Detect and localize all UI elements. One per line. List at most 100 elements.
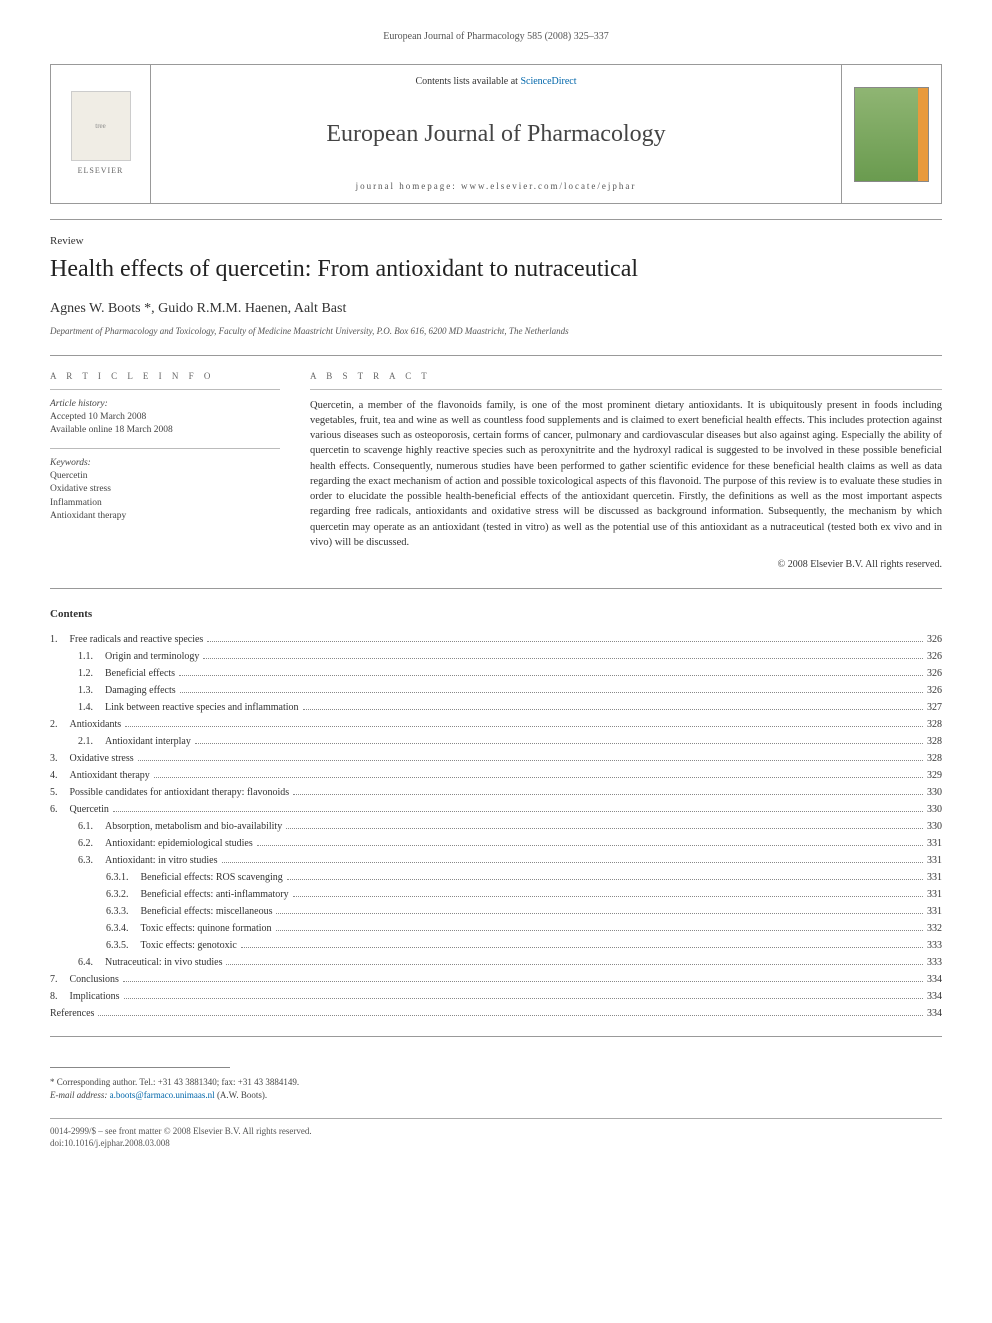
toc-row: 3.Oxidative stress328	[50, 751, 942, 767]
toc-page: 334	[927, 1006, 942, 1022]
contents-heading: Contents	[50, 607, 942, 622]
toc-leader-dots	[180, 692, 923, 693]
toc-row: 6.1.Absorption, metabolism and bio-avail…	[50, 819, 942, 835]
toc-title: Implications	[70, 989, 120, 1005]
toc-leader-dots	[276, 930, 923, 931]
toc-row: References 334	[50, 1006, 942, 1022]
toc-number: 6.	[50, 802, 58, 818]
toc-row: 5.Possible candidates for antioxidant th…	[50, 785, 942, 801]
toc-leader-dots	[287, 879, 923, 880]
toc-row: 1.2. Beneficial effects 326	[50, 666, 942, 682]
keywords-block: Keywords: Quercetin Oxidative stress Inf…	[50, 457, 280, 523]
toc-title: Antioxidant: epidemiological studies	[105, 836, 253, 852]
toc-leader-dots	[226, 964, 923, 965]
journal-header: tree ELSEVIER Contents lists available a…	[50, 64, 942, 204]
email-label: E-mail address:	[50, 1090, 107, 1100]
toc-page: 334	[927, 989, 942, 1005]
toc-title: References	[50, 1006, 94, 1022]
authors: Agnes W. Boots *, Guido R.M.M. Haenen, A…	[50, 299, 942, 319]
toc-page: 328	[927, 717, 942, 733]
affiliation: Department of Pharmacology and Toxicolog…	[50, 325, 942, 338]
toc-number: 1.4.	[78, 700, 93, 716]
toc-page: 326	[927, 666, 942, 682]
toc-page: 327	[927, 700, 942, 716]
toc-title: Beneficial effects	[105, 666, 175, 682]
toc-number: 1.2.	[78, 666, 93, 682]
article-type: Review	[50, 234, 942, 249]
abstract-copyright: © 2008 Elsevier B.V. All rights reserved…	[310, 558, 942, 572]
toc-number: 4.	[50, 768, 58, 784]
keyword: Inflammation	[50, 497, 280, 510]
contents-prefix: Contents lists available at	[415, 76, 520, 87]
toc-page: 326	[927, 683, 942, 699]
toc-number: 7.	[50, 972, 58, 988]
toc-leader-dots	[154, 777, 923, 778]
contents-available: Contents lists available at ScienceDirec…	[171, 75, 821, 89]
keywords-label: Keywords:	[50, 457, 280, 470]
toc-title: Quercetin	[70, 802, 109, 818]
toc-number: 1.3.	[78, 683, 93, 699]
elsevier-tree-icon: tree	[71, 91, 131, 161]
toc-number: 6.4.	[78, 955, 93, 971]
toc-leader-dots	[123, 981, 923, 982]
toc-title: Antioxidant therapy	[70, 768, 150, 784]
toc-title: Antioxidants	[70, 717, 122, 733]
toc-page: 332	[927, 921, 942, 937]
toc-number: 2.1.	[78, 734, 93, 750]
accepted-date: Accepted 10 March 2008	[50, 411, 280, 424]
toc-row: 6.3.1.Beneficial effects: ROS scavenging…	[50, 870, 942, 886]
rule-below-abstract	[50, 588, 942, 589]
toc-leader-dots	[222, 862, 924, 863]
toc-row: 4.Antioxidant therapy329	[50, 768, 942, 784]
toc-title: Toxic effects: quinone formation	[141, 921, 272, 937]
toc-leader-dots	[286, 828, 923, 829]
publisher-logo: tree ELSEVIER	[51, 65, 151, 203]
homepage-prefix: journal homepage:	[356, 181, 461, 191]
toc-title: Conclusions	[70, 972, 119, 988]
info-divider-2	[50, 448, 280, 449]
toc-page: 334	[927, 972, 942, 988]
homepage-url: www.elsevier.com/locate/ejphar	[461, 181, 636, 191]
journal-cover	[841, 65, 941, 203]
info-divider-1	[50, 389, 280, 390]
toc-row: 6.2.Antioxidant: epidemiological studies…	[50, 836, 942, 852]
header-center: Contents lists available at ScienceDirec…	[151, 65, 841, 203]
running-head: European Journal of Pharmacology 585 (20…	[50, 30, 942, 44]
toc-row: 1.Free radicals and reactive species326	[50, 632, 942, 648]
footnote-email-line: E-mail address: a.boots@farmaco.unimaas.…	[50, 1089, 942, 1102]
toc-leader-dots	[293, 794, 923, 795]
email-suffix: (A.W. Boots).	[217, 1090, 267, 1100]
footnote-separator	[50, 1067, 230, 1068]
toc-row: 1.1. Origin and terminology 326	[50, 649, 942, 665]
toc-leader-dots	[179, 675, 923, 676]
toc-page: 326	[927, 649, 942, 665]
toc-row: 2.Antioxidants328	[50, 717, 942, 733]
sciencedirect-link[interactable]: ScienceDirect	[520, 76, 576, 87]
toc-title: Beneficial effects: ROS scavenging	[141, 870, 283, 886]
toc-number: 1.1.	[78, 649, 93, 665]
journal-homepage: journal homepage: www.elsevier.com/locat…	[171, 180, 821, 193]
history-label: Article history:	[50, 398, 280, 411]
toc-page: 328	[927, 751, 942, 767]
footer-doi: doi:10.1016/j.ejphar.2008.03.008	[50, 1137, 942, 1150]
toc-page: 331	[927, 887, 942, 903]
email-link[interactable]: a.boots@farmaco.unimaas.nl	[110, 1090, 215, 1100]
toc-leader-dots	[293, 896, 923, 897]
toc-title: Origin and terminology	[105, 649, 199, 665]
toc-number: 8.	[50, 989, 58, 1005]
toc-title: Antioxidant interplay	[105, 734, 191, 750]
corresponding-author-note: * Corresponding author. Tel.: +31 43 388…	[50, 1076, 942, 1101]
toc-row: 8. Implications 334	[50, 989, 942, 1005]
article-info: A R T I C L E I N F O Article history: A…	[50, 370, 280, 572]
abstract: A B S T R A C T Quercetin, a member of t…	[310, 370, 942, 572]
toc-row: 1.4.Link between reactive species and in…	[50, 700, 942, 716]
toc-page: 330	[927, 785, 942, 801]
toc-leader-dots	[303, 709, 923, 710]
toc-page: 333	[927, 955, 942, 971]
available-date: Available online 18 March 2008	[50, 424, 280, 437]
toc-leader-dots	[138, 760, 923, 761]
footnote-star-line: * Corresponding author. Tel.: +31 43 388…	[50, 1076, 942, 1089]
article-title: Health effects of quercetin: From antiox…	[50, 253, 942, 287]
article-history: Article history: Accepted 10 March 2008 …	[50, 398, 280, 438]
toc-title: Damaging effects	[105, 683, 176, 699]
